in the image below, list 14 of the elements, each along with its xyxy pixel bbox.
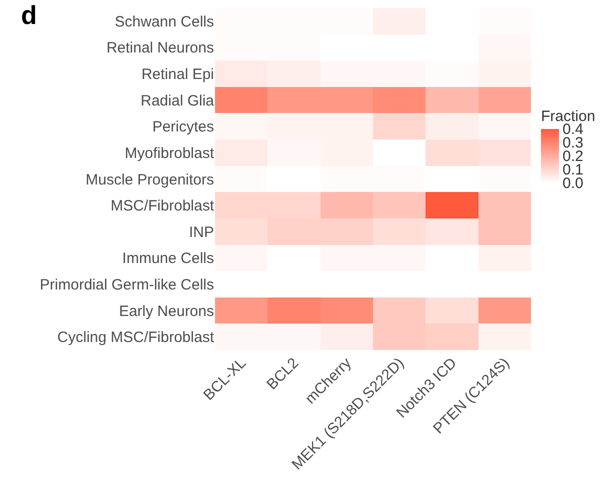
y-tick-label: Retinal Neurons (106, 40, 214, 57)
y-tick-label: Radial Glia (140, 92, 215, 110)
y-tick-label: Muscle Progenitors (86, 171, 214, 188)
y-tick-label: Early Neurons (118, 302, 214, 320)
y-tick-label: MSC/Fibroblast (110, 198, 215, 215)
y-tick-label: Primordial Germ-like Cells (40, 276, 214, 294)
y-tick-label: Schwann Cells (114, 13, 214, 30)
y-tick-label: Retinal Epi (141, 66, 214, 84)
y-tick-label: INP (188, 224, 214, 241)
y-tick-label: Pericytes (152, 118, 214, 136)
y-tick-label: Immune Cells (122, 250, 214, 268)
y-tick-label: Myofibroblast (124, 144, 215, 162)
y-tick-label: Cycling MSC/Fibroblast (57, 329, 215, 346)
text: d (21, 0, 37, 30)
